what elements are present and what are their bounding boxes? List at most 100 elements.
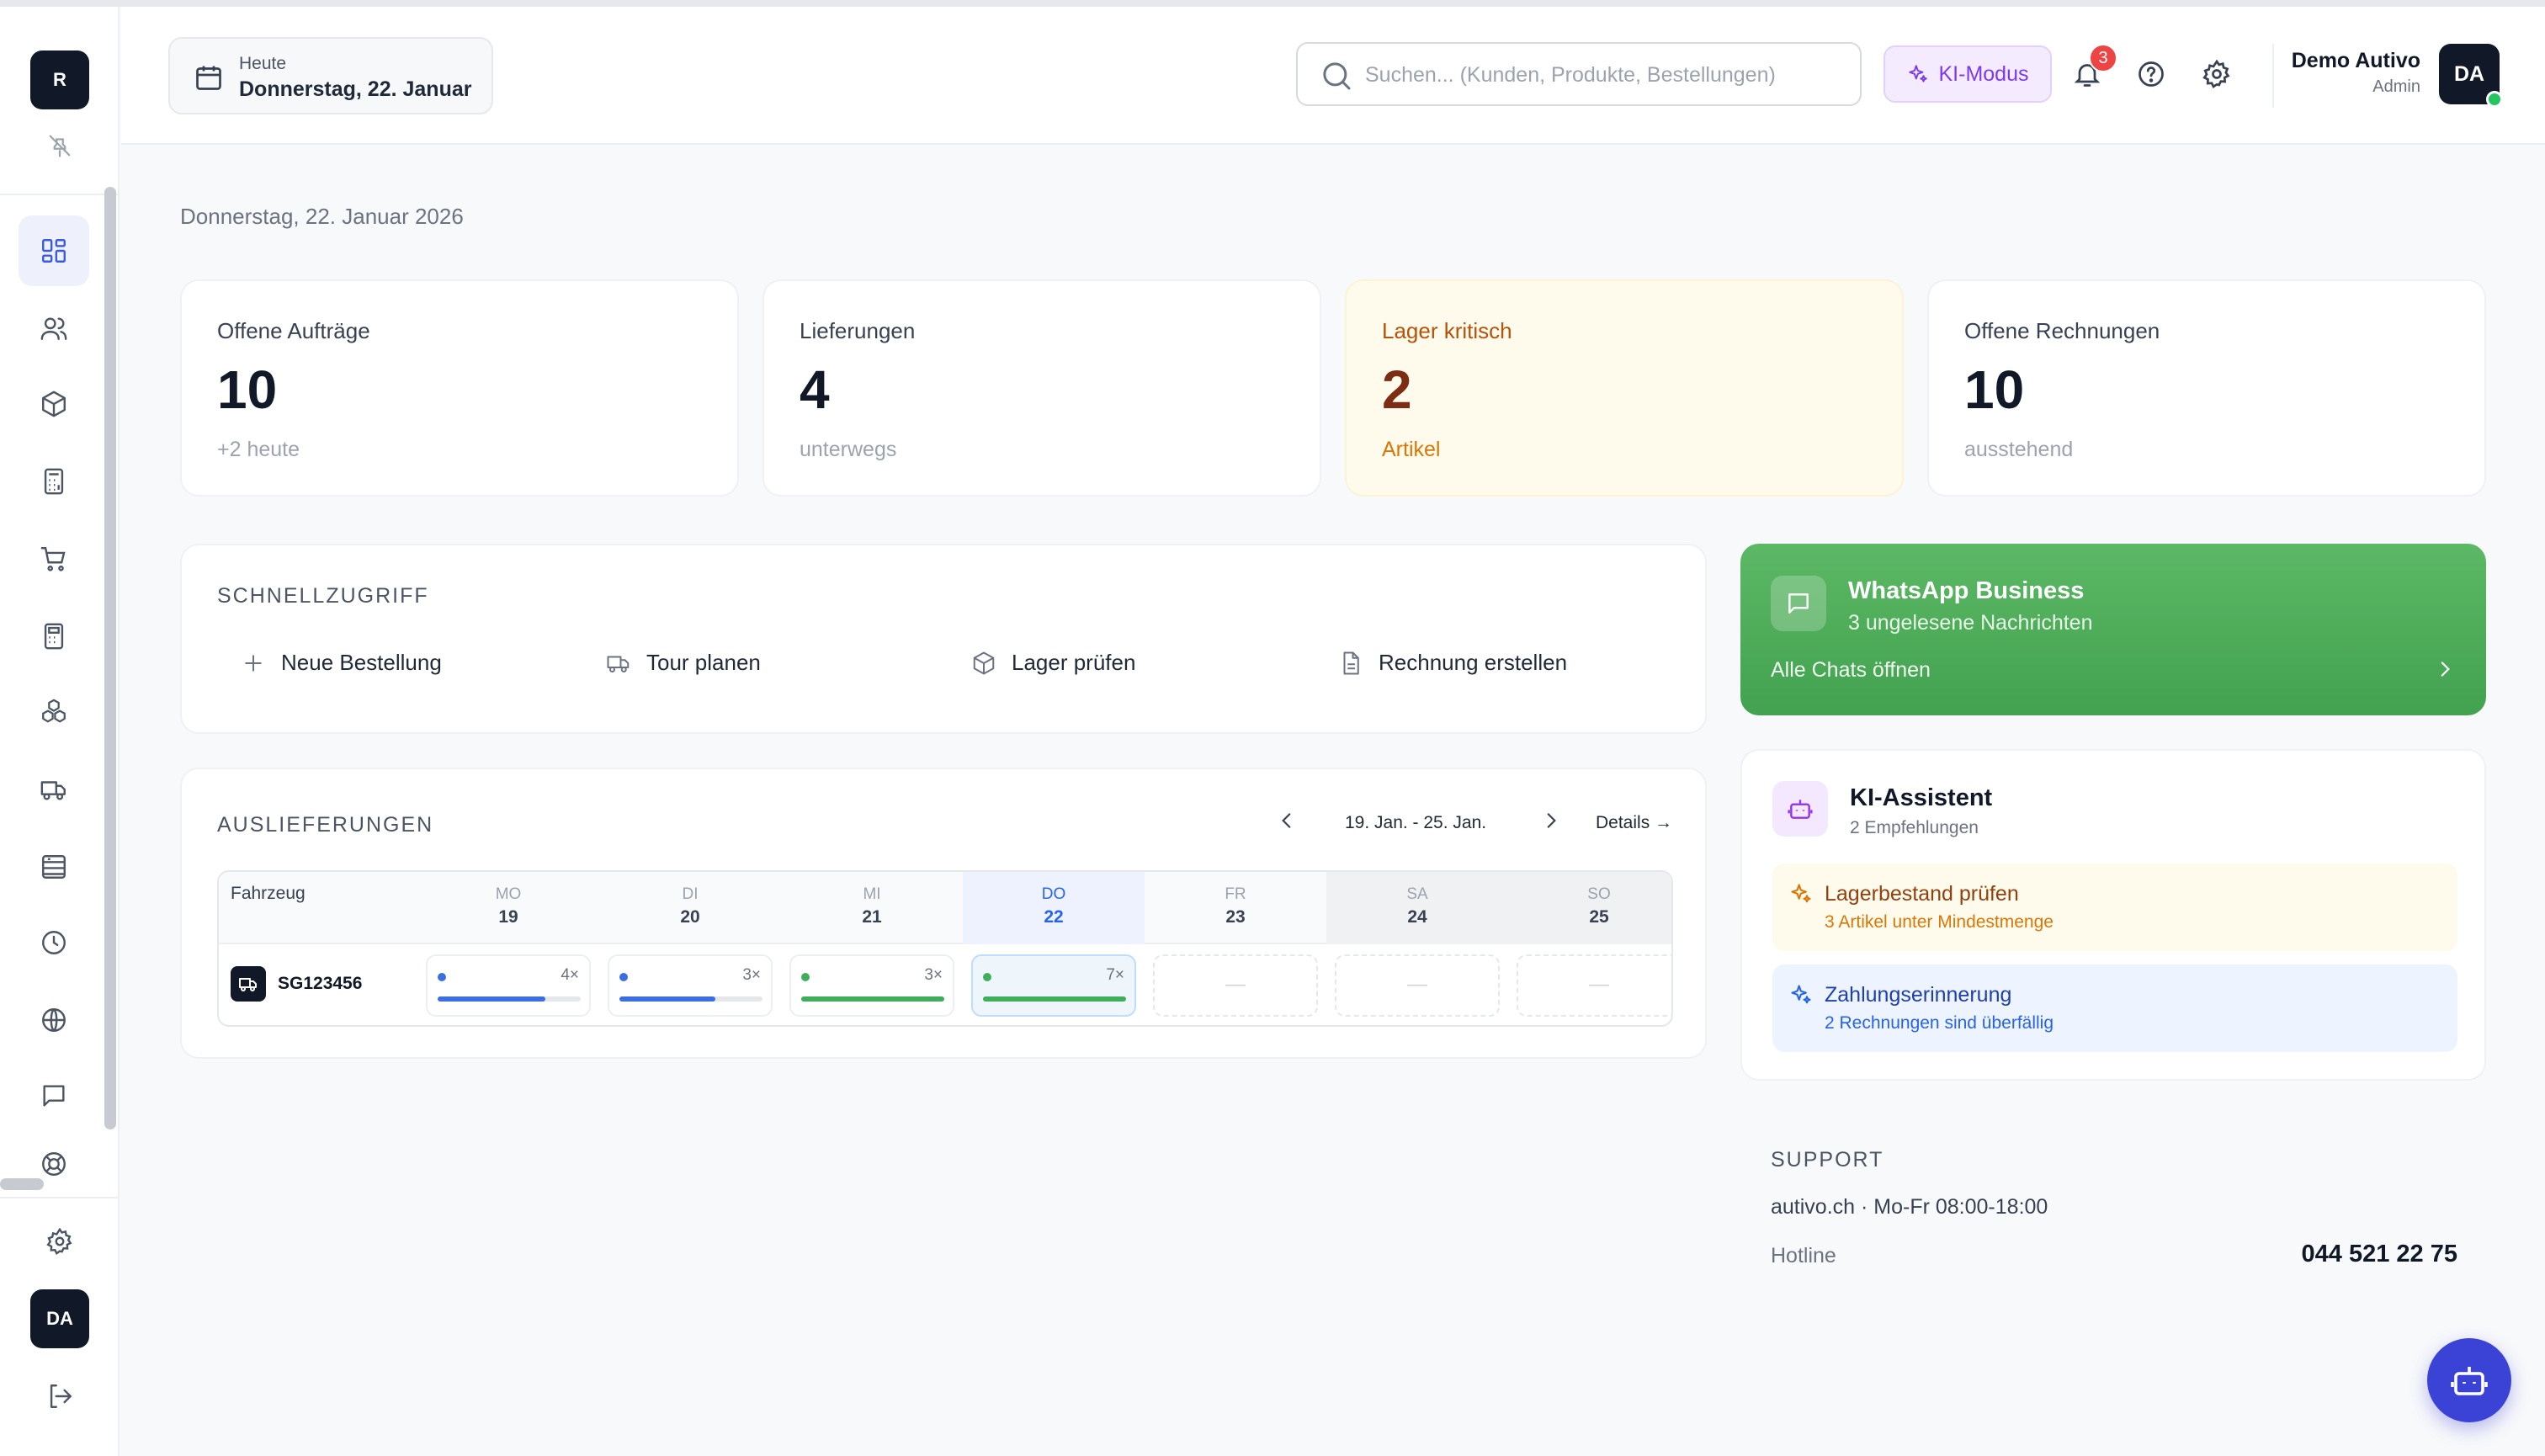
delivery-schedule-grid: Fahrzeug SG123456 MO 19 DI 20 MI 21 DO 22 FR… bbox=[217, 870, 1673, 1027]
ki-mode-button[interactable]: KI-Modus bbox=[1884, 45, 2052, 103]
nav-customers[interactable] bbox=[19, 293, 89, 364]
global-search[interactable] bbox=[1296, 42, 1862, 106]
sidebar-settings-button[interactable] bbox=[40, 1222, 79, 1261]
progress-bar bbox=[438, 996, 545, 1002]
quick-access-card: SCHNELLZUGRIFF Neue Bestellung Tour plan… bbox=[180, 544, 1707, 734]
sparkles-icon bbox=[1908, 65, 1927, 82]
day-date: 22 bbox=[1044, 907, 1064, 927]
whatsapp-card[interactable]: WhatsApp Business 3 ungelesene Nachricht… bbox=[1740, 544, 2486, 715]
help-button[interactable] bbox=[2134, 57, 2168, 91]
nav-dashboard[interactable] bbox=[19, 215, 89, 286]
schedule-cell[interactable]: 3× bbox=[608, 954, 773, 1017]
delivery-count: 3× bbox=[924, 966, 943, 984]
delivery-count: 4× bbox=[561, 966, 579, 984]
stat-value: 2 bbox=[1382, 359, 1412, 420]
schedule-day-header: DI 20 bbox=[599, 872, 781, 944]
day-date: 24 bbox=[1407, 907, 1427, 927]
nav-products[interactable] bbox=[19, 369, 89, 439]
whatsapp-open-chats-link[interactable]: Alle Chats öffnen bbox=[1771, 658, 1931, 682]
schedule-cell-empty[interactable]: — bbox=[1153, 954, 1318, 1017]
help-circle-icon bbox=[2139, 61, 2164, 87]
quick-create-invoice[interactable]: Rechnung erstellen bbox=[1338, 650, 1567, 676]
deliveries-details-link[interactable]: Details → bbox=[1596, 813, 1673, 832]
schedule-day-header: MO 19 bbox=[417, 872, 599, 944]
day-date: 23 bbox=[1225, 907, 1246, 927]
notification-count-badge: 3 bbox=[2089, 44, 2117, 72]
ai-chat-fab-button[interactable] bbox=[2427, 1338, 2511, 1422]
invoice-calculator-icon bbox=[44, 623, 64, 650]
nav-support[interactable] bbox=[19, 1135, 89, 1185]
stat-title: Lager kritisch bbox=[1382, 318, 1512, 343]
schedule-cell[interactable]: 3× bbox=[789, 954, 954, 1017]
stat-card[interactable]: Lager kritisch 2 Artikel bbox=[1345, 279, 1904, 497]
stat-card[interactable]: Offene Rechnungen 10 ausstehend bbox=[1927, 279, 2486, 497]
recommendation-detail: 3 Artikel unter Mindestmenge bbox=[1825, 912, 2054, 932]
today-date-chip[interactable]: Heute Donnerstag, 22. Januar bbox=[168, 37, 493, 114]
prev-week-button[interactable] bbox=[1276, 810, 1298, 837]
chevron-left-icon bbox=[1282, 813, 1291, 828]
schedule-cell[interactable]: 4× bbox=[426, 954, 591, 1017]
nav-invoices[interactable] bbox=[19, 601, 89, 672]
sidebar-scrollbar[interactable] bbox=[104, 187, 116, 1129]
schedule-cell-empty[interactable]: — bbox=[1517, 954, 1671, 1017]
robot-icon bbox=[1788, 800, 1813, 819]
truck-icon bbox=[607, 656, 630, 672]
vehicle-row-label[interactable]: SG123456 bbox=[231, 966, 362, 1002]
settings-button[interactable] bbox=[2200, 57, 2234, 91]
sparkles-icon bbox=[1791, 884, 1811, 903]
support-icon bbox=[42, 1152, 66, 1176]
empty-dash: — bbox=[1589, 973, 1609, 996]
page-date: Donnerstag, 22. Januar 2026 bbox=[180, 204, 464, 229]
nav-deliveries[interactable] bbox=[19, 754, 89, 825]
deliveries-card: AUSLIEFERUNGEN 19. Jan. - 25. Jan. Detai… bbox=[180, 768, 1707, 1059]
stat-subtitle: ausstehend bbox=[1964, 438, 2074, 461]
nav-calculator[interactable] bbox=[19, 446, 89, 517]
quick-new-order[interactable]: Neue Bestellung bbox=[241, 650, 442, 676]
day-name: SA bbox=[1406, 885, 1428, 903]
stat-card[interactable]: Lieferungen 4 unterwegs bbox=[762, 279, 1321, 497]
date-chip-value: Donnerstag, 22. Januar bbox=[239, 77, 472, 101]
quick-new-order-label: Neue Bestellung bbox=[281, 650, 442, 675]
stat-card[interactable]: Offene Aufträge 10 +2 heute bbox=[180, 279, 739, 497]
stat-value: 10 bbox=[1964, 359, 2025, 420]
quick-access-title: SCHNELLZUGRIFF bbox=[217, 584, 429, 608]
recommendation-stock-check[interactable]: Lagerbestand prüfen 3 Artikel unter Mind… bbox=[1772, 864, 2457, 951]
stat-title: Offene Aufträge bbox=[217, 318, 370, 343]
notifications-button[interactable] bbox=[2070, 57, 2104, 91]
ki-mode-label: KI-Modus bbox=[1938, 61, 2029, 86]
sidebar-user-avatar[interactable]: DA bbox=[30, 1289, 89, 1348]
gear-icon bbox=[2202, 59, 2230, 88]
app-logo[interactable]: R bbox=[30, 50, 89, 109]
unpin-sidebar-button[interactable] bbox=[42, 128, 77, 163]
progress-bar bbox=[983, 996, 1126, 1002]
day-name: DO bbox=[1041, 885, 1066, 903]
sidebar-horizontal-scrollbar[interactable] bbox=[0, 1178, 44, 1190]
quick-check-stock-label: Lager prüfen bbox=[1012, 650, 1136, 675]
nav-archive[interactable] bbox=[19, 832, 89, 902]
truck-icon bbox=[40, 781, 66, 800]
logout-button[interactable] bbox=[40, 1377, 79, 1416]
box-icon bbox=[973, 651, 995, 674]
schedule-cell[interactable]: 7× bbox=[971, 954, 1136, 1017]
hotline-number[interactable]: 044 521 22 75 bbox=[2301, 1241, 2457, 1267]
pin-off-icon bbox=[49, 135, 71, 157]
nav-messages[interactable] bbox=[19, 1060, 89, 1131]
nav-orders[interactable] bbox=[19, 523, 89, 594]
chevron-right-icon bbox=[2434, 658, 2456, 686]
next-week-button[interactable] bbox=[1540, 810, 1562, 837]
nav-history[interactable] bbox=[19, 907, 89, 978]
stat-value: 4 bbox=[800, 359, 830, 420]
quick-check-stock[interactable]: Lager prüfen bbox=[971, 650, 1135, 676]
sidebar: R DA bbox=[0, 7, 120, 1456]
recommendation-title: Lagerbestand prüfen bbox=[1825, 882, 2019, 906]
schedule-cell-empty[interactable]: — bbox=[1335, 954, 1500, 1017]
recommendation-title: Zahlungserinnerung bbox=[1825, 983, 2012, 1007]
document-icon bbox=[1343, 651, 1359, 674]
user-name: Demo Autivo bbox=[2291, 49, 2420, 72]
chat-icon bbox=[43, 1085, 65, 1107]
nav-web[interactable] bbox=[19, 985, 89, 1055]
nav-inventory[interactable] bbox=[19, 677, 89, 747]
search-input[interactable] bbox=[1365, 52, 1845, 98]
recommendation-payment-reminder[interactable]: Zahlungserinnerung 2 Rechnungen sind übe… bbox=[1772, 964, 2457, 1052]
quick-plan-tour[interactable]: Tour planen bbox=[606, 650, 761, 676]
